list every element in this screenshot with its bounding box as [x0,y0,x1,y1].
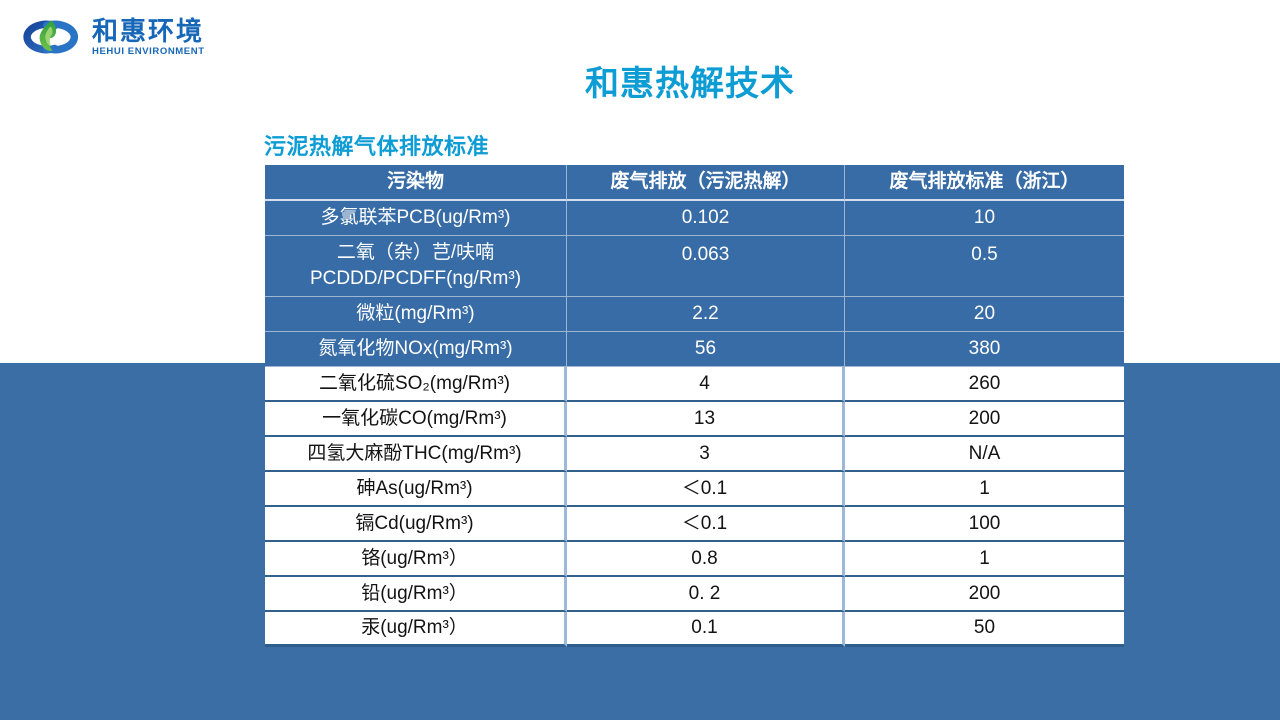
table-row: 铅(ug/Rm³） 0. 2 200 [265,577,1124,612]
standard-cell: 1 [845,542,1124,577]
emission-cell: 2.2 [567,297,845,332]
company-logo: 和惠环境 HEHUI ENVIRONMENT [18,8,205,66]
pollutant-cell: 汞(ug/Rm³） [265,612,567,647]
table-row: 镉Cd(ug/Rm³) ＜0.1 100 [265,507,1124,542]
emission-cell: 0.063 [567,236,845,297]
standard-cell: 20 [845,297,1124,332]
standard-cell: 0.5 [845,236,1124,297]
header-emission: 废气排放（污泥热解） [567,165,845,201]
pollutant-cell: 多氯联苯PCB(ug/Rm³) [265,201,567,236]
table-row: 砷As(ug/Rm³) ＜0.1 1 [265,472,1124,507]
pollutant-cell: 二氧化硫SO₂(mg/Rm³) [265,367,567,402]
table-row: 二氧（杂）芑/呋喃 PCDDD/PCDFF(ng/Rm³) 0.063 0.5 [265,236,1124,297]
emission-cell: ＜0.1 [567,507,845,542]
standard-cell: 200 [845,577,1124,612]
logo-name-zh: 和惠环境 [92,15,205,46]
emission-cell: 0.102 [567,201,845,236]
pollutant-cell: 四氢大麻酚THC(mg/Rm³) [265,437,567,472]
table-row: 一氧化碳CO(mg/Rm³) 13 200 [265,402,1124,437]
pollutant-cell: 氮氧化物NOx(mg/Rm³) [265,332,567,367]
pollutant-cell: 一氧化碳CO(mg/Rm³) [265,402,567,437]
emission-cell: 3 [567,437,845,472]
standard-cell: 260 [845,367,1124,402]
standard-cell: 50 [845,612,1124,647]
pollutant-cell: 微粒(mg/Rm³) [265,297,567,332]
pollutant-cell: 镉Cd(ug/Rm³) [265,507,567,542]
emission-cell: 4 [567,367,845,402]
table-row: 二氧化硫SO₂(mg/Rm³) 4 260 [265,367,1124,402]
pollutant-cell: 砷As(ug/Rm³) [265,472,567,507]
emission-cell: 0.8 [567,542,845,577]
emission-standards-table: 污染物 废气排放（污泥热解） 废气排放标准（浙江） 多氯联苯PCB(ug/Rm³… [265,165,1124,647]
standard-cell: 380 [845,332,1124,367]
pollutant-cell: 铅(ug/Rm³） [265,577,567,612]
page-title: 和惠热解技术 [585,65,795,103]
standard-cell: 10 [845,201,1124,236]
emission-cell: 13 [567,402,845,437]
table-row: 微粒(mg/Rm³) 2.2 20 [265,297,1124,332]
header-pollutant: 污染物 [265,165,567,201]
table-row: 多氯联苯PCB(ug/Rm³) 0.102 10 [265,201,1124,236]
emission-cell: 0.1 [567,612,845,647]
table-row: 铬(ug/Rm³） 0.8 1 [265,542,1124,577]
table-row: 汞(ug/Rm³） 0.1 50 [265,612,1124,647]
standard-cell: N/A [845,437,1124,472]
emission-cell: 56 [567,332,845,367]
table-row: 四氢大麻酚THC(mg/Rm³) 3 N/A [265,437,1124,472]
standard-cell: 1 [845,472,1124,507]
section-subtitle: 污泥热解气体排放标准 [264,134,490,159]
pollutant-cell: 二氧（杂）芑/呋喃 PCDDD/PCDFF(ng/Rm³) [265,236,567,297]
standard-cell: 200 [845,402,1124,437]
emission-cell: ＜0.1 [567,472,845,507]
emission-cell: 0. 2 [567,577,845,612]
table-header-row: 污染物 废气排放（污泥热解） 废气排放标准（浙江） [265,165,1124,201]
pollutant-cell: 铬(ug/Rm³） [265,542,567,577]
logo-name-en: HEHUI ENVIRONMENT [92,45,205,57]
table-row: 氮氧化物NOx(mg/Rm³) 56 380 [265,332,1124,367]
standard-cell: 100 [845,507,1124,542]
logo-flame-icon [23,20,79,54]
header-standard: 废气排放标准（浙江） [845,165,1124,201]
